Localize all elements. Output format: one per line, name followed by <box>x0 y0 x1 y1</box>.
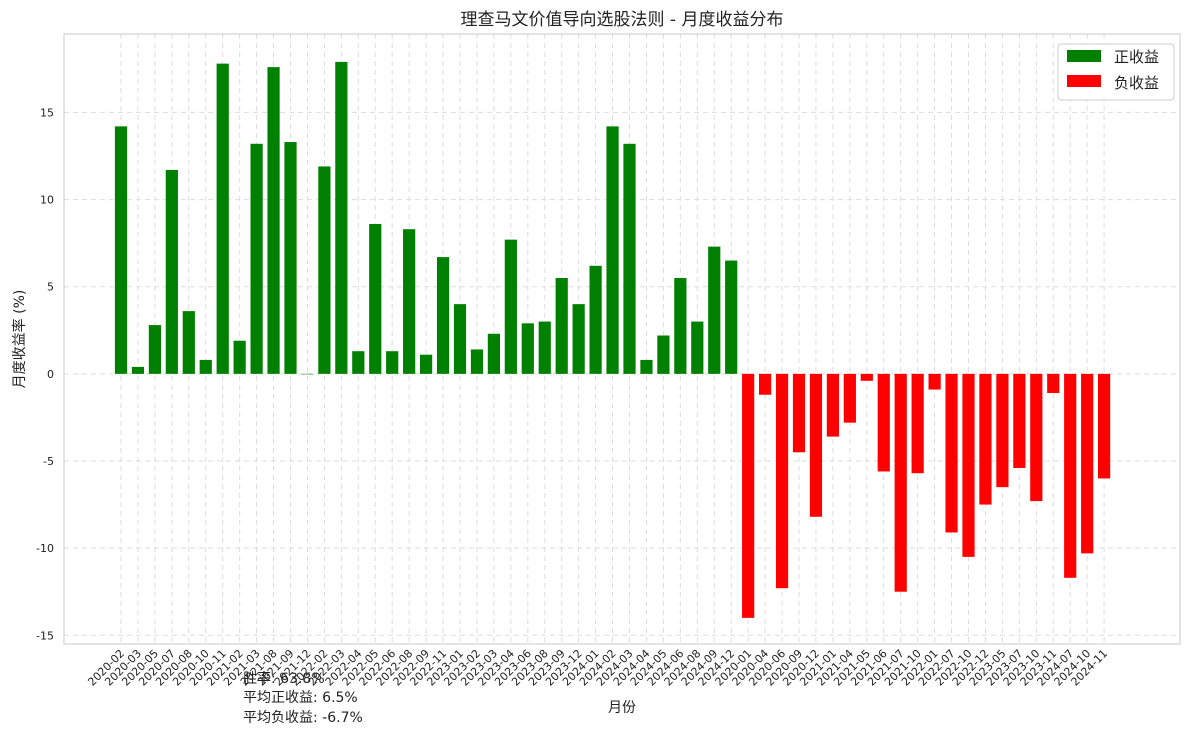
bar-positive <box>318 166 331 374</box>
bar-negative <box>742 373 755 618</box>
bar-negative <box>809 373 823 517</box>
bar-positive <box>572 304 585 374</box>
x-axis-label: 月份 <box>608 700 636 716</box>
bar-negative <box>1081 373 1094 554</box>
bar-negative <box>860 373 873 381</box>
bar-positive <box>165 169 178 374</box>
bar-positive <box>114 126 128 374</box>
bar-negative <box>996 373 1009 488</box>
bar-positive <box>589 265 602 374</box>
bar-positive <box>284 142 297 374</box>
bar-positive <box>403 229 416 374</box>
bar-negative <box>928 373 941 390</box>
bar-positive <box>301 373 314 375</box>
bar-positive <box>453 304 467 374</box>
bar-positive <box>148 325 161 374</box>
legend-swatch-positive <box>1067 50 1101 62</box>
x-axis: 2020-022020-032020-052020-072020-082020-… <box>85 647 1110 689</box>
bar-negative <box>826 373 839 437</box>
grid <box>64 34 1180 644</box>
bar-negative <box>877 373 890 472</box>
bar-negative <box>979 373 992 505</box>
bar-positive <box>131 366 145 374</box>
y-tick-label: 15 <box>40 106 54 119</box>
bar-positive <box>250 143 263 374</box>
bar-positive <box>199 359 212 374</box>
y-tick-label: -10 <box>36 542 54 555</box>
plot-frame <box>63 33 1181 645</box>
y-axis-label: 月度收益率 (%) <box>11 290 28 389</box>
bar-negative <box>945 373 958 533</box>
bar-negative <box>962 373 975 557</box>
bar-positive <box>335 61 348 374</box>
bar-positive <box>233 340 246 374</box>
bar-positive <box>487 333 500 374</box>
bar-negative <box>1013 373 1026 468</box>
bar-positive <box>657 335 670 374</box>
y-tick-label: -5 <box>43 455 54 468</box>
y-axis: -15 -10 -5 0 5 10 15 <box>36 106 54 642</box>
bar-positive <box>521 323 534 374</box>
bar-positive <box>267 67 280 374</box>
bar-positive <box>420 354 433 374</box>
bar-negative <box>1098 373 1111 479</box>
bar-positive <box>691 321 704 374</box>
bar-negative <box>775 373 789 589</box>
bar-negative <box>792 373 806 453</box>
bar-positive <box>436 257 450 374</box>
bar-positive <box>216 63 229 374</box>
bar-negative <box>1030 373 1043 502</box>
bar-positive <box>538 321 551 374</box>
legend-label-positive: 正收益 <box>1114 48 1159 66</box>
bar-negative <box>759 373 772 395</box>
y-tick-label: 5 <box>47 281 54 294</box>
bars <box>114 61 1111 618</box>
y-tick-label: 0 <box>47 368 54 381</box>
stat-avg-negative: 平均负收益: -6.7% <box>243 710 363 726</box>
bar-positive <box>640 359 653 374</box>
bar-positive <box>725 260 738 374</box>
bar-positive <box>352 351 365 374</box>
bar-positive <box>386 351 399 374</box>
bar-positive <box>606 126 619 374</box>
stat-avg-positive: 平均正收益: 6.5% <box>243 690 358 706</box>
legend-label-negative: 负收益 <box>1114 74 1159 92</box>
bar-negative <box>1047 373 1060 394</box>
legend-swatch-negative <box>1067 75 1101 87</box>
bar-positive <box>708 246 721 374</box>
legend: 正收益 负收益 <box>1057 43 1175 101</box>
bar-positive <box>182 311 195 374</box>
bar-negative <box>911 373 924 474</box>
bar-positive <box>555 278 568 374</box>
stat-win-rate: 胜率: 63.8% <box>243 670 325 687</box>
bar-positive <box>470 349 484 374</box>
y-tick-label: -15 <box>36 629 54 642</box>
y-tick-label: 10 <box>40 194 54 207</box>
bar-negative <box>1064 373 1077 578</box>
stats-box: 胜率: 63.8% 平均正收益: 6.5% 平均负收益: -6.7% <box>243 670 363 726</box>
bar-positive <box>504 239 517 374</box>
bar-positive <box>623 143 636 374</box>
bar-positive <box>674 278 687 374</box>
bar-negative <box>894 373 907 592</box>
bar-negative <box>843 373 856 423</box>
bar-positive <box>369 223 382 374</box>
chart-title: 理查马文价值导向选股法则 - 月度收益分布 <box>461 10 784 30</box>
